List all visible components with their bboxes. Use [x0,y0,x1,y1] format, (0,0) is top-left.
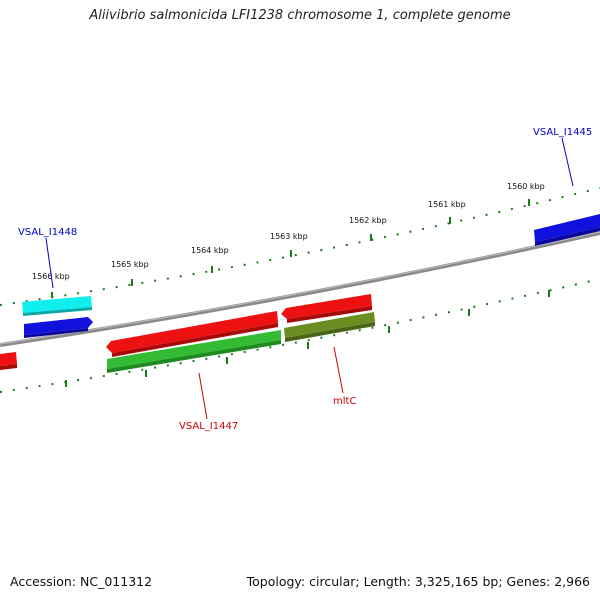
scale-label: 1562 kbp [349,216,387,225]
gene-red-middle[interactable] [281,294,372,323]
chromosome-backbone [0,231,600,347]
scale-label: 1566 kbp [32,272,70,281]
outer-scale-track [0,187,600,306]
gene-label: VSAL_I1448 [18,227,77,238]
scale-label: 1564 kbp [191,246,229,255]
gene-vsal-i1447[interactable] [106,311,278,357]
gene-red-left[interactable] [0,352,17,370]
leader-vsal-i1445 [561,137,574,187]
gene-vsal-i1445[interactable] [534,214,600,246]
leader-vsal-i1448 [45,237,54,289]
leader-vsal-i1447 [198,372,208,420]
scale-label: 1563 kbp [270,232,308,241]
gene-label: VSAL_I1447 [179,421,238,432]
scale-label: 1565 kbp [111,260,149,269]
scale-label: 1561 kbp [428,200,466,209]
scale-labels: 1566 kbp 1565 kbp 1564 kbp 1563 kbp 1562… [32,182,545,281]
genome-summary-text: Topology: circular; Length: 3,325,165 bp… [246,574,590,589]
scale-label: 1560 kbp [507,182,545,191]
gene-vsal-i1448[interactable] [24,317,93,338]
gene-cyan[interactable] [22,296,92,316]
gene-label: VSAL_I1445 [533,127,592,138]
inner-major-ticks [65,290,550,387]
leader-mltc [333,346,344,394]
accession-text: Accession: NC_011312 [10,574,153,589]
outer-major-ticks [51,199,530,298]
gene-label: mltC [333,396,356,407]
map-title: Aliivibrio salmonicida LFI1238 chromosom… [89,8,511,23]
gene-green[interactable] [107,330,281,373]
gene-mltc[interactable] [284,312,375,342]
